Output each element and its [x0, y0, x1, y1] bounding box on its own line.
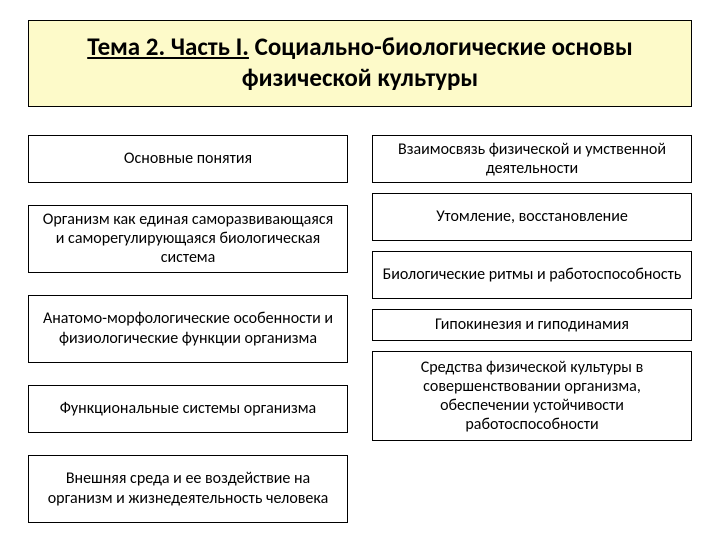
title-underlined: Тема 2. Часть I. [87, 31, 249, 62]
right-cell-3: Гипокинезия и гиподинамия [372, 309, 692, 341]
left-column: Основные понятия Организм как единая само… [28, 135, 348, 523]
title-box: Тема 2. Часть I. Социально-биологические… [28, 20, 692, 107]
left-cell-4: Внешняя среда и ее воздействие на органи… [28, 455, 348, 523]
slide-title: Тема 2. Часть I. Социально-биологические… [53, 31, 667, 94]
left-cell-0: Основные понятия [28, 135, 348, 183]
left-cell-1: Организм как единая саморазвивающаяся и … [28, 205, 348, 273]
right-cell-0: Взаимосвязь физической и умственной деят… [372, 135, 692, 183]
left-cell-2: Анатомо-морфологические особенности и фи… [28, 295, 348, 363]
right-column: Взаимосвязь физической и умственной деят… [372, 135, 692, 523]
right-cell-2: Биологические ритмы и работоспособность [372, 251, 692, 299]
left-cell-3: Функциональные системы организма [28, 385, 348, 433]
title-plain: Социально-биологические основы физическо… [242, 31, 633, 93]
right-cell-4: Средства физической культуры в совершенс… [372, 351, 692, 441]
right-cell-1: Утомление, восстановление [372, 193, 692, 241]
columns: Основные понятия Организм как единая само… [28, 135, 692, 523]
